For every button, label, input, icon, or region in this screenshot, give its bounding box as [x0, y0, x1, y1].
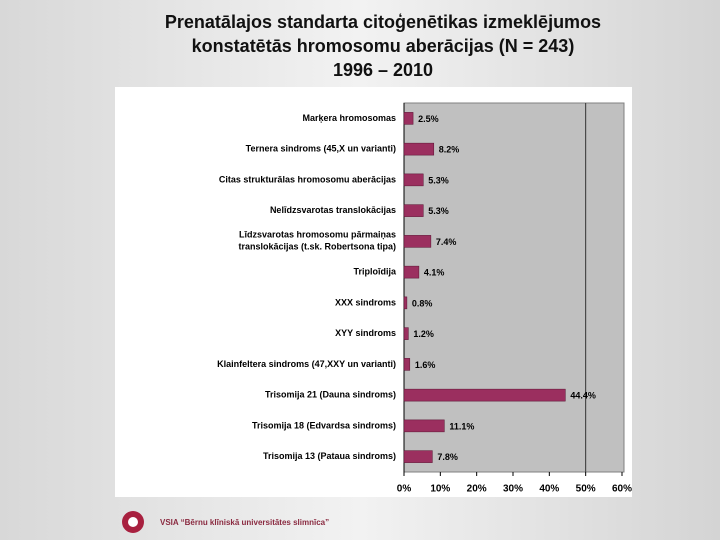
data-label: 5.3% [428, 175, 449, 185]
data-label: 5.3% [428, 206, 449, 216]
bar [403, 419, 445, 433]
title-line: 1996 – 2010 [333, 60, 433, 80]
data-label: 2.5% [418, 114, 439, 124]
bar [403, 204, 424, 217]
data-label: 7.4% [436, 237, 457, 247]
data-label: 4.1% [424, 268, 445, 278]
bar [403, 450, 433, 463]
x-tick-label: 0% [397, 484, 412, 495]
footer-text: VSIA “Bērnu klīniskā universitātes slimn… [160, 518, 329, 527]
data-label: 1.2% [413, 329, 434, 339]
y-tick-label: Triploīdija [353, 267, 396, 277]
data-label: 44.4% [570, 391, 596, 401]
x-tick-label: 60% [612, 484, 632, 495]
y-tick-label: XXX sindroms [335, 297, 396, 307]
x-tick-label: 20% [467, 484, 487, 495]
data-label: 11.1% [449, 421, 474, 431]
plot-area [403, 102, 625, 473]
y-tick-label: Ternera sindroms (45,X un varianti) [246, 144, 396, 154]
data-label: 7.8% [437, 452, 458, 462]
y-tick-label: Klainfeltera sindroms (47,XXY un variant… [217, 359, 396, 369]
logo-inner [128, 517, 138, 527]
label-line: Līdzsvarotas hromosomu pārmaiņas [239, 230, 396, 240]
data-label: 0.8% [412, 298, 433, 308]
bar [403, 358, 411, 371]
title-line: konstatētās hromosomu aberācijas (N = 24… [192, 36, 575, 56]
y-tick-label: Nelīdzsvarotas translokācijas [270, 205, 396, 215]
y-tick-label: Marķera hromosomas [302, 113, 396, 123]
y-tick-label: XYY sindroms [335, 328, 396, 338]
x-tick-label: 40% [539, 484, 559, 495]
bar [403, 235, 432, 248]
x-tick-label: 50% [576, 484, 596, 495]
title-line: Prenatālajos standarta citoģenētikas izm… [165, 12, 601, 32]
bar [403, 142, 435, 156]
bar [403, 173, 424, 187]
x-tick-label: 30% [503, 484, 523, 495]
bar [403, 327, 409, 340]
y-tick-label: Citas strukturālas hromosomu aberācijas [219, 174, 396, 184]
x-tick-label: 10% [430, 484, 450, 495]
bar [403, 265, 420, 279]
data-label: 1.6% [415, 360, 436, 370]
label-line: translokācijas (t.sk. Robertsona tipa) [238, 242, 396, 252]
y-tick-label: Trisomija 13 (Pataua sindroms) [263, 451, 396, 461]
bar [403, 388, 566, 402]
y-tick-label: Trisomija 18 (Edvardsa sindroms) [252, 420, 396, 430]
y-tick-label: Līdzsvarotas hromosomu pārmaiņas translok… [238, 230, 396, 252]
bar [403, 112, 414, 125]
bar [403, 296, 408, 310]
data-label: 8.2% [439, 145, 460, 155]
y-tick-label: Trisomija 21 (Dauna sindroms) [265, 390, 396, 400]
